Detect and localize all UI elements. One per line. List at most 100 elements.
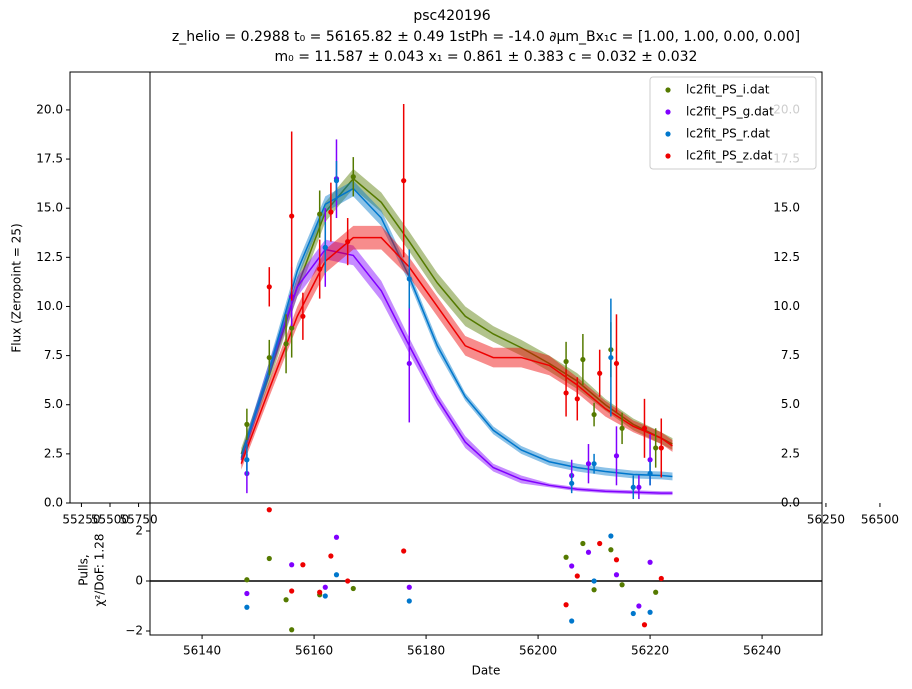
x-axis-label: Date (472, 664, 501, 678)
data-point (322, 244, 328, 251)
pull-point (350, 585, 356, 592)
data-point (647, 470, 653, 477)
data-point (585, 461, 592, 467)
data-point (563, 358, 569, 365)
y-tick-label-right: 2.5 (781, 446, 800, 460)
legend-label: lc2fit_PS_g.dat (686, 105, 774, 119)
data-point (406, 360, 412, 367)
data-point (266, 284, 272, 290)
y-tick-label: 7.5 (44, 348, 63, 362)
x-tick-label: 56140 (183, 644, 221, 658)
y-tick-label-right: 12.5 (773, 250, 800, 264)
pull-y-tick-label: −2 (125, 624, 143, 638)
pull-point (266, 507, 272, 513)
pull-y-tick-label: 2 (135, 524, 143, 538)
pull-axis-label: Pulls, (77, 554, 91, 585)
y-tick-label: 10.0 (36, 299, 63, 313)
pull-point (641, 622, 648, 628)
title-line: z_helio = 0.2988 t₀ = 56165.82 ± 0.49 1s… (172, 29, 800, 45)
data-point (591, 411, 597, 418)
pull-point (333, 534, 340, 540)
y-tick-label-right: 0.0 (781, 496, 800, 510)
data-point (317, 266, 323, 272)
pull-point (266, 555, 272, 562)
pull-point (563, 554, 569, 560)
legend-marker (665, 153, 671, 159)
pull-frame (149, 502, 823, 636)
pull-point (585, 549, 592, 555)
pull-point (300, 562, 306, 568)
pull-point (289, 627, 295, 633)
pull-point (406, 584, 412, 590)
pull-point (401, 548, 407, 554)
side-x-tick-label: 56500 (861, 513, 899, 527)
legend-marker (665, 131, 671, 137)
pull-axis-label: χ²/DoF: 1.28 (93, 534, 107, 607)
legend-box (649, 76, 817, 170)
data-point (597, 370, 603, 376)
data-point (244, 421, 250, 427)
x-tick-label: 56200 (519, 644, 557, 658)
pull-point (647, 609, 653, 615)
data-point (317, 211, 323, 217)
data-point (591, 461, 597, 467)
pull-point (636, 603, 642, 609)
y-tick-label: 2.5 (44, 446, 63, 460)
pull-point (613, 572, 620, 578)
pull-point (591, 587, 597, 593)
data-point (563, 390, 569, 396)
side-x-tick-label: 56250 (807, 513, 845, 527)
data-point (641, 425, 648, 431)
y-tick-label: 0.0 (44, 496, 63, 510)
data-point (350, 174, 356, 180)
pull-point (244, 590, 250, 597)
pull-point (653, 589, 659, 595)
pull-point (591, 578, 597, 584)
model-band (241, 239, 673, 496)
pull-point (647, 559, 653, 565)
data-point (289, 325, 295, 331)
pull-point (619, 582, 625, 588)
pull-point (317, 589, 323, 595)
pull-point (289, 562, 295, 568)
data-point (658, 445, 664, 451)
data-point (613, 360, 620, 367)
side-x-tick-label: 55500 (91, 513, 129, 527)
pull-point (574, 573, 580, 579)
y-tick-label-right: 15.0 (773, 201, 800, 215)
model-line (240, 177, 673, 455)
data-point (580, 356, 586, 363)
x-tick-label: 56160 (295, 644, 333, 658)
pull-point (580, 540, 586, 547)
y-axis-label: Flux (Zeropoint = 25) (10, 223, 24, 352)
pull-y-tick-label: 0 (135, 574, 143, 588)
data-point (266, 354, 272, 361)
pull-point (597, 540, 603, 547)
legend-marker (665, 87, 671, 93)
pull-point (613, 557, 620, 563)
y-tick-label: 17.5 (36, 152, 63, 166)
data-point (613, 453, 620, 459)
pull-point (244, 604, 250, 610)
x-tick-label: 56180 (407, 644, 445, 658)
y-tick-label-right: 10.0 (773, 299, 800, 313)
pull-point (322, 593, 328, 599)
data-point (636, 484, 642, 490)
data-point (653, 445, 659, 451)
side-x-tick-label: 55250 (62, 513, 100, 527)
data-point (345, 239, 351, 245)
data-point (569, 480, 575, 486)
data-point (289, 213, 295, 219)
model-line (240, 187, 673, 478)
y-tick-label-right: 5.0 (781, 397, 800, 411)
y-tick-label: 12.5 (36, 250, 63, 264)
data-point (328, 209, 334, 215)
x-tick-label: 56240 (743, 644, 781, 658)
legend-label: lc2fit_PS_i.dat (686, 83, 770, 97)
model-line (240, 248, 673, 494)
pull-point (244, 577, 250, 583)
pull-point (289, 588, 295, 594)
pull-point (283, 597, 289, 603)
data-point (647, 457, 653, 463)
